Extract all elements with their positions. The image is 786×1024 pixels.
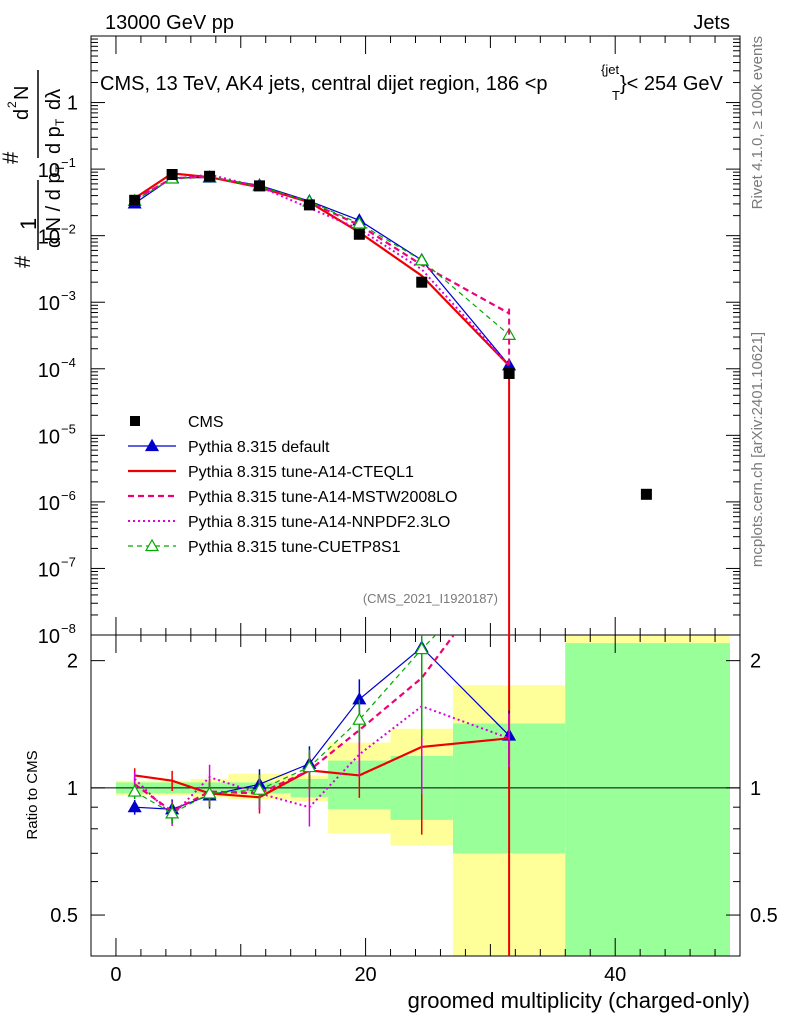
ratio-marker-4 xyxy=(414,641,429,655)
main-y-axis: 110−110−210−310−410−510−610−710−8 xyxy=(38,35,740,648)
chart-title-subscript: T xyxy=(612,88,620,103)
x-axis: 0 20 40 xyxy=(110,36,716,986)
main-marker-4 xyxy=(352,216,367,229)
x-tick-label: 40 xyxy=(604,964,626,986)
legend-cms-marker xyxy=(130,416,140,426)
cms-point xyxy=(640,488,652,500)
y-tick-label: 1 xyxy=(67,93,78,115)
y-tick-label: 10 xyxy=(38,293,60,315)
ratio-band-stat-8 xyxy=(565,643,730,956)
y-tick-exponent: −5 xyxy=(61,421,76,436)
legend-label-3: Pythia 8.315 tune-A14-NNPDF2.3LO xyxy=(188,514,450,531)
analysis-id: (CMS_2021_I1920187) xyxy=(363,591,498,606)
ylabel-den-sub: T xyxy=(53,164,67,172)
ratio-tick-label-right: 0.5 xyxy=(750,905,778,927)
cms-point xyxy=(253,180,265,192)
main-series-line-3 xyxy=(134,173,510,367)
ratio-marker-4 xyxy=(352,712,367,725)
ylabel-den: d N / d p xyxy=(43,172,65,248)
ratio-series-line-2 xyxy=(134,635,456,813)
header-energy: 13000 GeV pp xyxy=(105,12,234,34)
ratio-tick-label: 2 xyxy=(67,651,78,673)
ratio-series-layer xyxy=(127,635,517,835)
y-tick-exponent: −2 xyxy=(61,222,76,237)
cms-point xyxy=(204,170,216,182)
ylabel-den-dp: d p xyxy=(43,126,65,154)
main-series-line-0 xyxy=(134,176,510,366)
ratio-series-group-4 xyxy=(127,635,437,824)
y-tick-exponent: −4 xyxy=(61,355,76,370)
cms-point xyxy=(129,194,141,206)
rivet-version-text: Rivet 4.1.0, ≥ 100k events xyxy=(749,36,766,209)
ratio-marker-4 xyxy=(252,782,267,795)
legend-label-1: Pythia 8.315 tune-A14-CTEQL1 xyxy=(188,464,414,481)
y-tick-label: 10 xyxy=(38,227,60,249)
ylabel-num-sup: 2 xyxy=(5,101,19,108)
y-tick-label: 10 xyxy=(38,493,60,515)
ylabel-hash-right: # xyxy=(0,151,23,164)
legend-marker-4 xyxy=(144,538,160,552)
legend-label-0: Pythia 8.315 default xyxy=(188,439,330,456)
legend-label-2: Pythia 8.315 tune-A14-MSTW2008LO xyxy=(188,489,457,506)
x-tick-label: 0 xyxy=(110,964,121,986)
chart-title-suffix: }< 254 GeV xyxy=(620,73,724,95)
ylabel-den-dlambda: dλ xyxy=(43,89,65,110)
ratio-tick-label-right: 2 xyxy=(750,651,761,673)
legend: CMS Pythia 8.315 default Pythia 8.315 tune… xyxy=(128,414,457,556)
cms-point xyxy=(166,168,178,180)
cms-point xyxy=(503,367,515,379)
header-category: Jets xyxy=(693,12,730,34)
ratio-y-label: Ratio to CMS xyxy=(24,750,41,839)
cms-point xyxy=(303,199,315,211)
ylabel-one: 1 xyxy=(16,218,41,230)
cms-point xyxy=(416,276,428,288)
y-tick-label: 10 xyxy=(38,160,60,182)
y-tick-exponent: −1 xyxy=(61,155,76,170)
main-series-line-4 xyxy=(134,176,510,336)
ylabel-num-d: d xyxy=(11,109,33,120)
y-tick-label: 10 xyxy=(38,360,60,382)
ratio-series-line-3 xyxy=(133,705,510,817)
ratio-y-axis: 0.5 0.5 1 1 2 2 xyxy=(50,651,778,927)
ratio-tick-label-right: 1 xyxy=(750,778,761,800)
y-tick-label: 10 xyxy=(38,626,60,648)
y-tick-exponent: −3 xyxy=(61,288,76,303)
legend-label-4: Pythia 8.315 tune-CUETP8S1 xyxy=(188,539,401,556)
ratio-series-line-1 xyxy=(134,737,510,799)
cms-point xyxy=(353,228,365,240)
ratio-marker-4 xyxy=(302,759,317,773)
ratio-marker-4 xyxy=(127,784,142,797)
main-series-line-2 xyxy=(134,175,510,315)
x-axis-label: groomed multiplicity (charged-only) xyxy=(408,988,750,1013)
ylabel-num-n: N xyxy=(11,86,33,100)
chart-title: CMS, 13 TeV, AK4 jets, central dijet reg… xyxy=(100,73,548,95)
ylabel-den-sub-2: T xyxy=(53,118,67,126)
cms-data-points xyxy=(129,168,652,500)
chart-title-superscript: {jet xyxy=(601,62,619,77)
ylabel-hash-left: # xyxy=(10,255,35,268)
legend-cms-label: CMS xyxy=(188,414,224,431)
ratio-marker-0 xyxy=(127,799,142,813)
ratio-series-line-4 xyxy=(134,635,437,815)
ratio-marker-4 xyxy=(165,806,180,819)
ratio-tick-label: 1 xyxy=(67,778,78,800)
main-marker-4 xyxy=(414,253,429,266)
y-tick-exponent: −6 xyxy=(61,488,76,503)
y-tick-label: 10 xyxy=(38,559,60,581)
legend-marker-0 xyxy=(144,438,160,452)
mcplots-credit-text: mcplots.cern.ch [arXiv:2401.10621] xyxy=(749,332,766,567)
x-tick-label: 20 xyxy=(354,964,376,986)
main-y-label: # 1 d N / d p T # d 2 N d p T dλ xyxy=(0,70,67,268)
main-series-line-1 xyxy=(134,172,510,367)
ratio-marker-4 xyxy=(202,786,217,799)
y-tick-label: 10 xyxy=(38,426,60,448)
y-tick-exponent: −7 xyxy=(61,554,76,569)
ratio-tick-label: 0.5 xyxy=(50,905,78,927)
y-tick-exponent: −8 xyxy=(61,621,76,636)
